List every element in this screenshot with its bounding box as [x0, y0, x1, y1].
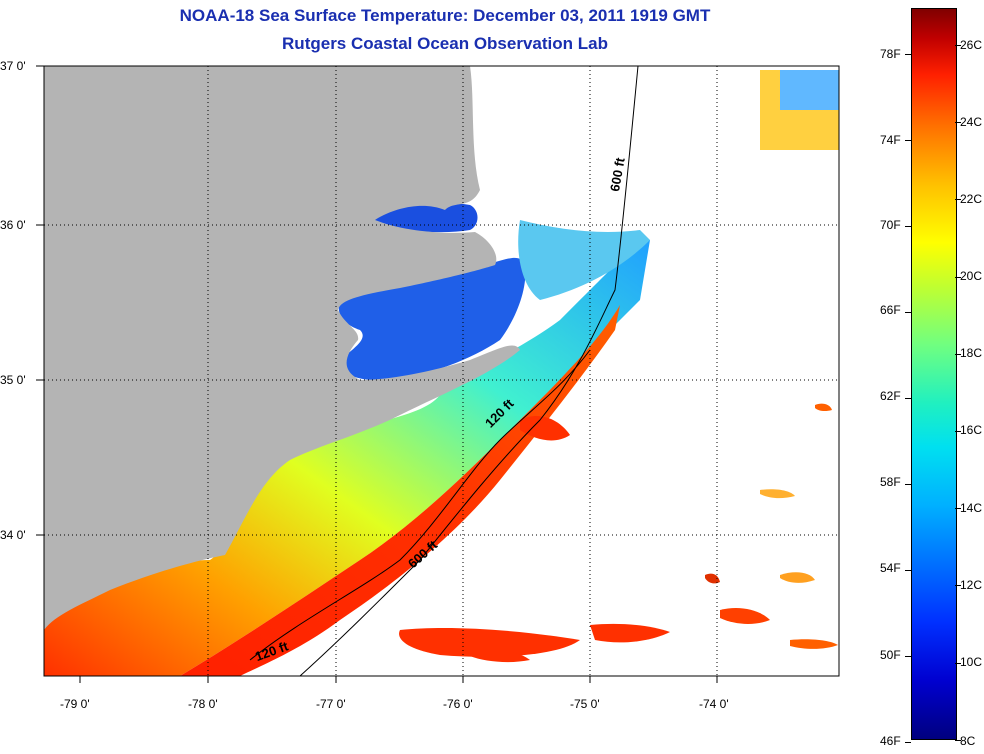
- offshore-patch: [815, 403, 832, 412]
- lat-label: 36 0': [0, 218, 26, 232]
- land: [44, 66, 520, 630]
- colorbar-f-label: 70F: [880, 218, 901, 232]
- colorbar-tick: [955, 45, 961, 46]
- colorbar-tick: [905, 742, 911, 743]
- colorbar-f-label: 54F: [880, 561, 901, 575]
- chart-title: NOAA-18 Sea Surface Temperature: Decembe…: [179, 6, 711, 25]
- colorbar-c-label: 8C: [960, 734, 976, 748]
- lat-label: 37 0': [0, 59, 26, 73]
- colorbar-tick: [905, 656, 911, 657]
- offshore-patch: [780, 572, 815, 583]
- colorbar-c-label: 16C: [960, 423, 983, 437]
- contour-600ft: [299, 65, 639, 677]
- colorbar-c-label: 22C: [960, 192, 983, 206]
- lon-label: -74 0': [699, 697, 729, 711]
- colorbar-tick: [955, 662, 961, 664]
- colorbar: [911, 8, 957, 740]
- lon-label: -75 0': [570, 697, 600, 711]
- colorbar-tick: [905, 398, 911, 399]
- colorbar-tick: [955, 739, 961, 741]
- colorbar-tick: [955, 585, 961, 587]
- grid-lines: [44, 66, 839, 676]
- colorbar-c-label: 26C: [960, 38, 983, 52]
- colorbar-tick: [905, 226, 911, 227]
- colorbar-tick: [955, 199, 961, 201]
- offshore-patch: [590, 623, 670, 643]
- colorbar-tick: [905, 570, 911, 571]
- colorbar-c-label: 24C: [960, 115, 983, 129]
- nearshore-water: [44, 240, 650, 676]
- plot-frame: [43, 65, 840, 677]
- cool-patch-ne: [780, 70, 839, 110]
- lon-label: -76 0': [443, 697, 473, 711]
- offshore-patch: [520, 415, 570, 441]
- offshore-patch: [705, 573, 720, 584]
- cloud-patch: [480, 66, 640, 235]
- colorbar-f-label: 66F: [880, 303, 901, 317]
- colorbar-c-label: 14C: [960, 501, 983, 515]
- colorbar-tick: [955, 122, 961, 124]
- colorbar-tick: [905, 140, 911, 141]
- colorbar-f-label: 46F: [880, 734, 901, 748]
- offshore-patch: [399, 628, 580, 657]
- lon-label: -78 0': [188, 697, 218, 711]
- colorbar-tick: [955, 508, 961, 510]
- colorbar-tick: [955, 276, 961, 278]
- colorbar-f-label: 58F: [880, 475, 901, 489]
- chart-subtitle: Rutgers Coastal Ocean Observation Lab: [282, 34, 608, 53]
- colorbar-f-label: 74F: [880, 133, 901, 147]
- colorbar-tick: [905, 312, 911, 313]
- contour-120ft: [249, 349, 591, 661]
- colorbar-c-label: 20C: [960, 269, 983, 283]
- lon-label: -77 0': [316, 697, 346, 711]
- offshore-patch: [720, 608, 770, 624]
- colorbar-c-label: 12C: [960, 578, 983, 592]
- colorbar-c-label: 18C: [960, 346, 983, 360]
- lon-label: -79 0': [60, 697, 90, 711]
- colorbar-f-label: 78F: [880, 47, 901, 61]
- colorbar-tick: [905, 484, 911, 485]
- axis-ticks: [36, 65, 718, 683]
- offshore-patch: [470, 649, 530, 663]
- colorbar-tick: [905, 54, 911, 55]
- colorbar-f-label: 50F: [880, 648, 901, 662]
- offshore-patch: [790, 639, 838, 649]
- colorbar-f-label: 62F: [880, 389, 901, 403]
- cloud-patch: [518, 220, 650, 300]
- colorbar-c-label: 10C: [960, 655, 983, 669]
- lat-label: 35 0': [0, 373, 26, 387]
- colorbar-tick: [955, 353, 961, 355]
- colorbar-tick: [955, 431, 961, 432]
- lat-label: 34 0': [0, 528, 26, 542]
- offshore-patch: [760, 489, 795, 499]
